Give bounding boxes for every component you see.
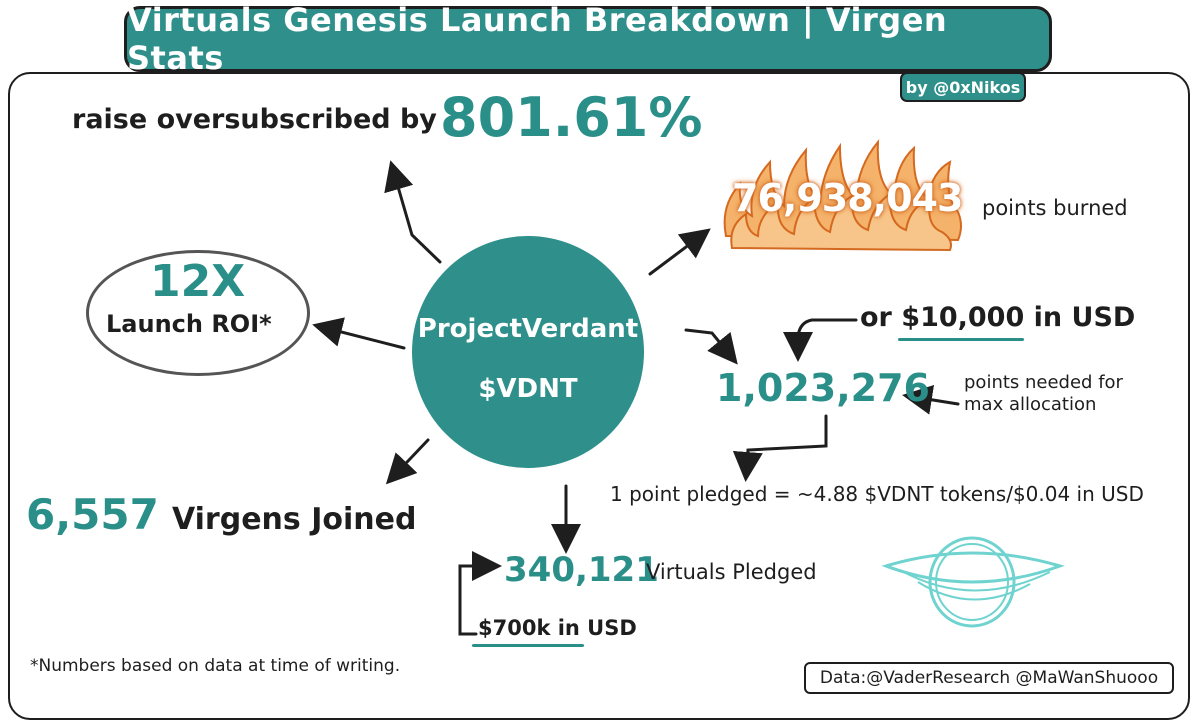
max-allocation-label-2: max allocation [964,394,1097,415]
conversion-rate: 1 point pledged = ~4.88 $VDNT tokens/$0.… [610,482,1144,506]
byline-text: by @0xNikos [905,77,1021,97]
source-box: Data:@VaderResearch @MaWanShuooo [804,662,1174,694]
source-text: Data:@VaderResearch @MaWanShuooo [819,668,1159,688]
oversubscribed-value: 801.61% [440,86,703,149]
usd-prefix: or [860,302,892,333]
pledged-label: Virtuals Pledged [646,560,817,584]
max-allocation-label-1: points needed for [964,372,1123,393]
usd-value: $10,000 [901,302,1025,333]
pledged-value: 340,121 [504,550,659,590]
arrow-usd-to-pledged [458,551,502,636]
usd-underline [898,338,1024,341]
usd-suffix: in USD [1033,302,1136,333]
black-hole-logo-icon [881,536,1065,628]
roi-value: 12X [150,256,246,307]
arrow-to-virgens [385,438,430,485]
footnote: *Numbers based on data at time of writin… [30,656,401,676]
content-frame [8,72,1190,720]
oversubscribed-label: raise oversubscribed by [72,104,437,135]
flames-icon [723,139,962,252]
pledged-usd-underline [472,644,584,647]
arrow-to-roi [312,317,406,350]
arrow-points-to-conversion [732,414,828,482]
pledged-usd: $700k in USD [478,616,637,640]
arrow-to-burned [648,228,711,276]
project-ticker: $VDNT [478,374,578,404]
arrow-usd-to-points [783,318,858,362]
max-allocation-points: 1,023,276 [716,366,930,410]
roi-ellipse [86,250,310,376]
byline-badge: by @0xNikos [900,72,1026,102]
burned-label: points burned [982,196,1128,220]
project-name: ProjectVerdant [417,314,639,344]
page-title: Virtuals Genesis Launch Breakdown | Virg… [127,1,948,77]
arrow-label-to-points [902,384,960,415]
arrow-to-oversubscribed [384,160,442,264]
virgens-value: 6,557 [26,490,159,539]
roi-label: Launch ROI* [106,310,272,338]
arrow-to-max-allocation [684,328,738,365]
burned-value: 76,938,043 [732,176,963,220]
title-banner: Virtuals Genesis Launch Breakdown | Virg… [124,1,1052,77]
project-circle: ProjectVerdant $VDNT [412,236,644,468]
virgens-label: Virgens Joined [171,502,417,537]
